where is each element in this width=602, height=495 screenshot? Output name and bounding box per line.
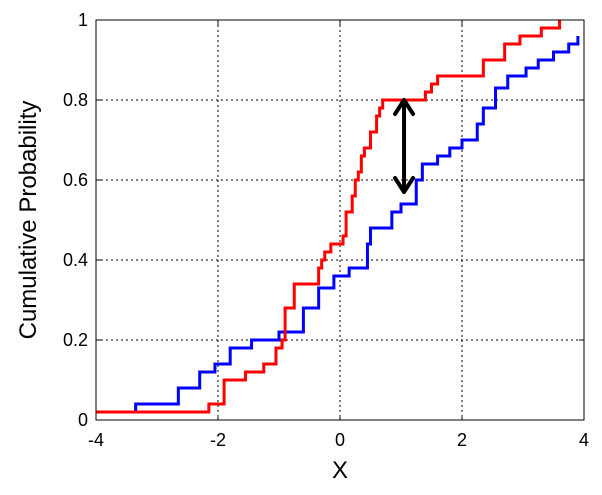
annotation-layer — [393, 98, 416, 194]
y-tick-label: 0.4 — [63, 250, 88, 270]
x-tick-label: 4 — [579, 430, 589, 450]
x-axis-label: X — [332, 457, 348, 484]
axis-ticks: -4 -2 0 2 4 0 0.2 0.4 0.6 0.8 1 — [63, 10, 589, 450]
grid-lines — [96, 20, 584, 420]
arrow-head-up — [393, 98, 416, 116]
y-tick-label: 0.6 — [63, 170, 88, 190]
y-tick-label: 0 — [78, 410, 88, 430]
y-tick-label: 0.2 — [63, 330, 88, 350]
x-tick-label: -2 — [210, 430, 226, 450]
x-tick-label: -4 — [88, 430, 104, 450]
x-tick-label: 2 — [457, 430, 467, 450]
x-tick-label: 0 — [335, 430, 345, 450]
series-line-1 — [96, 36, 580, 414]
series-line-2 — [96, 20, 562, 414]
series-layer — [96, 20, 580, 414]
arrow-head-down — [393, 176, 416, 194]
y-tick-label: 0.8 — [63, 90, 88, 110]
y-axis-label: Cumulative Probability — [15, 101, 42, 340]
y-tick-label: 1 — [78, 10, 88, 30]
